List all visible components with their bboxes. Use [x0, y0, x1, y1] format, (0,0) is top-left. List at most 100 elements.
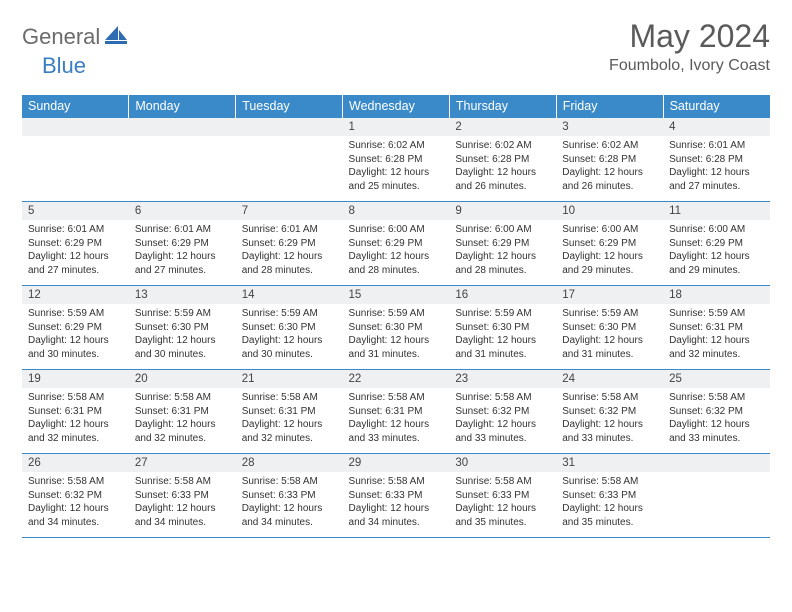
calendar-day-cell: 25Sunrise: 5:58 AMSunset: 6:32 PMDayligh…: [663, 370, 770, 454]
day-number: 11: [663, 202, 770, 220]
day-details: Sunrise: 5:58 AMSunset: 6:32 PMDaylight:…: [556, 388, 663, 453]
logo-sail-icon: [105, 26, 127, 49]
day-details: Sunrise: 6:00 AMSunset: 6:29 PMDaylight:…: [449, 220, 556, 285]
day-details: Sunrise: 5:59 AMSunset: 6:30 PMDaylight:…: [236, 304, 343, 369]
day-number: 28: [236, 454, 343, 472]
day-number: 22: [343, 370, 450, 388]
calendar-day-cell: 26Sunrise: 5:58 AMSunset: 6:32 PMDayligh…: [22, 454, 129, 538]
calendar-week-row: 12Sunrise: 5:59 AMSunset: 6:29 PMDayligh…: [22, 286, 770, 370]
day-details: Sunrise: 6:00 AMSunset: 6:29 PMDaylight:…: [343, 220, 450, 285]
calendar-day-cell: [22, 118, 129, 202]
calendar-day-cell: 29Sunrise: 5:58 AMSunset: 6:33 PMDayligh…: [343, 454, 450, 538]
calendar-day-cell: 18Sunrise: 5:59 AMSunset: 6:31 PMDayligh…: [663, 286, 770, 370]
day-number: 2: [449, 118, 556, 136]
day-details: Sunrise: 6:00 AMSunset: 6:29 PMDaylight:…: [663, 220, 770, 285]
month-title: May 2024: [609, 18, 770, 55]
day-details: Sunrise: 5:59 AMSunset: 6:30 PMDaylight:…: [449, 304, 556, 369]
calendar-day-cell: 3Sunrise: 6:02 AMSunset: 6:28 PMDaylight…: [556, 118, 663, 202]
calendar-day-cell: [236, 118, 343, 202]
day-number: 8: [343, 202, 450, 220]
calendar-week-row: 19Sunrise: 5:58 AMSunset: 6:31 PMDayligh…: [22, 370, 770, 454]
day-header: Friday: [556, 95, 663, 118]
day-number: 20: [129, 370, 236, 388]
calendar-day-cell: 10Sunrise: 6:00 AMSunset: 6:29 PMDayligh…: [556, 202, 663, 286]
calendar-day-cell: 31Sunrise: 5:58 AMSunset: 6:33 PMDayligh…: [556, 454, 663, 538]
day-details: Sunrise: 6:01 AMSunset: 6:29 PMDaylight:…: [22, 220, 129, 285]
calendar-day-cell: 6Sunrise: 6:01 AMSunset: 6:29 PMDaylight…: [129, 202, 236, 286]
calendar-day-cell: 23Sunrise: 5:58 AMSunset: 6:32 PMDayligh…: [449, 370, 556, 454]
day-number: 16: [449, 286, 556, 304]
calendar-day-cell: 19Sunrise: 5:58 AMSunset: 6:31 PMDayligh…: [22, 370, 129, 454]
day-number: 15: [343, 286, 450, 304]
day-number: 29: [343, 454, 450, 472]
logo-word2: Blue: [42, 53, 86, 78]
calendar-day-cell: 21Sunrise: 5:58 AMSunset: 6:31 PMDayligh…: [236, 370, 343, 454]
calendar-day-cell: 20Sunrise: 5:58 AMSunset: 6:31 PMDayligh…: [129, 370, 236, 454]
calendar-table: SundayMondayTuesdayWednesdayThursdayFrid…: [22, 95, 770, 538]
day-number: 17: [556, 286, 663, 304]
calendar-day-cell: 8Sunrise: 6:00 AMSunset: 6:29 PMDaylight…: [343, 202, 450, 286]
day-details: Sunrise: 6:00 AMSunset: 6:29 PMDaylight:…: [556, 220, 663, 285]
day-number: [663, 454, 770, 472]
day-number: [22, 118, 129, 136]
calendar-day-cell: 27Sunrise: 5:58 AMSunset: 6:33 PMDayligh…: [129, 454, 236, 538]
calendar-header-row: SundayMondayTuesdayWednesdayThursdayFrid…: [22, 95, 770, 118]
day-number: 9: [449, 202, 556, 220]
calendar-day-cell: 13Sunrise: 5:59 AMSunset: 6:30 PMDayligh…: [129, 286, 236, 370]
day-number: 27: [129, 454, 236, 472]
calendar-week-row: 26Sunrise: 5:58 AMSunset: 6:32 PMDayligh…: [22, 454, 770, 538]
day-details: Sunrise: 6:02 AMSunset: 6:28 PMDaylight:…: [449, 136, 556, 201]
day-header: Monday: [129, 95, 236, 118]
day-number: 18: [663, 286, 770, 304]
day-details: Sunrise: 5:58 AMSunset: 6:32 PMDaylight:…: [22, 472, 129, 537]
day-details: Sunrise: 5:59 AMSunset: 6:31 PMDaylight:…: [663, 304, 770, 369]
calendar-day-cell: [129, 118, 236, 202]
calendar-day-cell: 7Sunrise: 6:01 AMSunset: 6:29 PMDaylight…: [236, 202, 343, 286]
calendar-day-cell: 15Sunrise: 5:59 AMSunset: 6:30 PMDayligh…: [343, 286, 450, 370]
day-details: Sunrise: 5:59 AMSunset: 6:30 PMDaylight:…: [129, 304, 236, 369]
calendar-day-cell: 1Sunrise: 6:02 AMSunset: 6:28 PMDaylight…: [343, 118, 450, 202]
calendar-day-cell: 28Sunrise: 5:58 AMSunset: 6:33 PMDayligh…: [236, 454, 343, 538]
day-number: 12: [22, 286, 129, 304]
day-details: Sunrise: 6:01 AMSunset: 6:29 PMDaylight:…: [236, 220, 343, 285]
day-header: Wednesday: [343, 95, 450, 118]
day-details: Sunrise: 6:01 AMSunset: 6:28 PMDaylight:…: [663, 136, 770, 201]
calendar-day-cell: 9Sunrise: 6:00 AMSunset: 6:29 PMDaylight…: [449, 202, 556, 286]
calendar-day-cell: [663, 454, 770, 538]
day-details: Sunrise: 6:02 AMSunset: 6:28 PMDaylight:…: [343, 136, 450, 201]
day-number: 25: [663, 370, 770, 388]
calendar-day-cell: 2Sunrise: 6:02 AMSunset: 6:28 PMDaylight…: [449, 118, 556, 202]
day-number: [129, 118, 236, 136]
day-details: Sunrise: 5:58 AMSunset: 6:33 PMDaylight:…: [129, 472, 236, 537]
day-number: 6: [129, 202, 236, 220]
day-details: Sunrise: 5:58 AMSunset: 6:33 PMDaylight:…: [343, 472, 450, 537]
calendar-day-cell: 12Sunrise: 5:59 AMSunset: 6:29 PMDayligh…: [22, 286, 129, 370]
day-number: [236, 118, 343, 136]
day-details: Sunrise: 5:59 AMSunset: 6:29 PMDaylight:…: [22, 304, 129, 369]
day-number: 1: [343, 118, 450, 136]
day-details: Sunrise: 5:58 AMSunset: 6:32 PMDaylight:…: [449, 388, 556, 453]
calendar-day-cell: 5Sunrise: 6:01 AMSunset: 6:29 PMDaylight…: [22, 202, 129, 286]
day-details: Sunrise: 6:02 AMSunset: 6:28 PMDaylight:…: [556, 136, 663, 201]
day-header: Thursday: [449, 95, 556, 118]
day-details: Sunrise: 5:58 AMSunset: 6:31 PMDaylight:…: [236, 388, 343, 453]
calendar-day-cell: 17Sunrise: 5:59 AMSunset: 6:30 PMDayligh…: [556, 286, 663, 370]
day-details: Sunrise: 6:01 AMSunset: 6:29 PMDaylight:…: [129, 220, 236, 285]
calendar-day-cell: 22Sunrise: 5:58 AMSunset: 6:31 PMDayligh…: [343, 370, 450, 454]
calendar-day-cell: 24Sunrise: 5:58 AMSunset: 6:32 PMDayligh…: [556, 370, 663, 454]
day-number: 30: [449, 454, 556, 472]
calendar-day-cell: 16Sunrise: 5:59 AMSunset: 6:30 PMDayligh…: [449, 286, 556, 370]
day-number: 31: [556, 454, 663, 472]
day-number: 3: [556, 118, 663, 136]
day-details: Sunrise: 5:58 AMSunset: 6:33 PMDaylight:…: [449, 472, 556, 537]
calendar-day-cell: 30Sunrise: 5:58 AMSunset: 6:33 PMDayligh…: [449, 454, 556, 538]
day-number: 10: [556, 202, 663, 220]
logo: General: [22, 18, 129, 50]
calendar-day-cell: 14Sunrise: 5:59 AMSunset: 6:30 PMDayligh…: [236, 286, 343, 370]
calendar-day-cell: 4Sunrise: 6:01 AMSunset: 6:28 PMDaylight…: [663, 118, 770, 202]
calendar-page: General May 2024 Foumbolo, Ivory Coast B…: [0, 0, 792, 556]
day-details: Sunrise: 5:59 AMSunset: 6:30 PMDaylight:…: [343, 304, 450, 369]
day-details: Sunrise: 5:58 AMSunset: 6:33 PMDaylight:…: [556, 472, 663, 537]
day-number: 7: [236, 202, 343, 220]
day-number: 21: [236, 370, 343, 388]
